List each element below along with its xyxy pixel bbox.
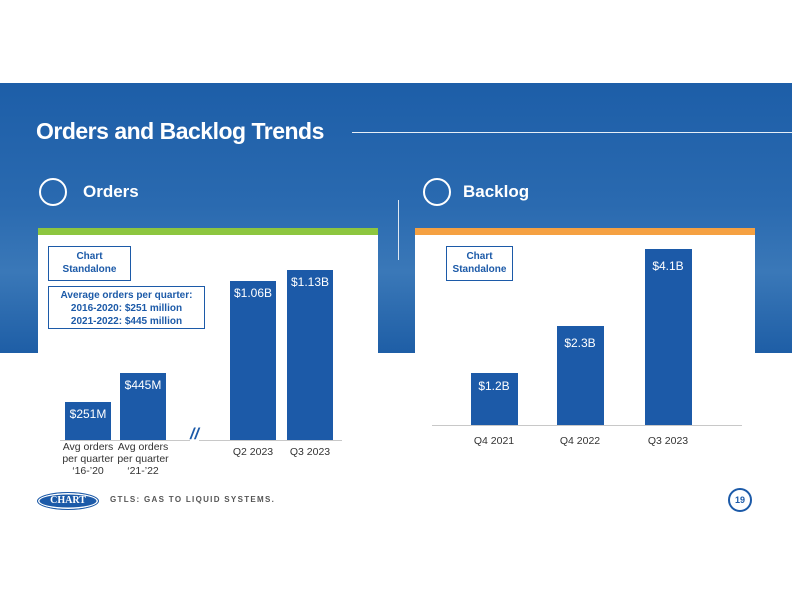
value-label: $4.1B <box>652 259 684 273</box>
x-tick-label: Q3 2023 <box>289 446 331 458</box>
annotation-box: Average orders per quarter: 2016-2020: $… <box>48 286 205 329</box>
note-box: Chart Standalone <box>48 246 131 281</box>
bar <box>287 270 333 440</box>
footer: GTLS: GAS TO LIQUID SYSTEMS. <box>110 495 276 504</box>
bar <box>120 373 166 440</box>
value-label: $1.13B <box>290 275 330 289</box>
x-tick-label: Q2 2023 <box>232 446 274 458</box>
backlog-icon <box>423 178 451 206</box>
x-tick-label: Q4 2022 <box>559 435 601 447</box>
axis-break: // <box>190 426 199 444</box>
baseline <box>432 425 742 426</box>
accent-bar <box>415 228 755 235</box>
logo: CHART <box>37 492 99 510</box>
x-tick-label: Avg orders per quarter ‘16-’20 <box>62 441 114 477</box>
value-label: $1.06B <box>233 285 273 300</box>
baseline <box>60 440 342 441</box>
slide-title: Orders and Backlog Trends <box>36 118 324 144</box>
bar <box>470 373 518 425</box>
orders-icon <box>39 178 67 206</box>
page-number: 19 <box>728 488 752 512</box>
section-title: Orders <box>83 182 139 201</box>
note-box: Chart Standalone <box>446 246 513 281</box>
value-label: $1.2B <box>478 379 510 394</box>
x-tick-label: Q3 2023 <box>647 435 689 447</box>
bar <box>644 249 692 425</box>
bar <box>556 326 604 425</box>
x-tick-label: Q4 2021 <box>473 435 515 447</box>
value-label: $445M <box>124 378 162 393</box>
bar <box>65 402 111 440</box>
bar <box>230 280 276 440</box>
section-title: Backlog <box>463 182 530 201</box>
accent-bar <box>38 228 378 235</box>
x-tick-label: Avg orders per quarter ‘21-’22 <box>117 441 169 477</box>
title-rule <box>352 132 792 133</box>
divider <box>398 200 399 260</box>
value-label: $251M <box>69 407 107 422</box>
value-label: $2.3B <box>564 336 596 351</box>
